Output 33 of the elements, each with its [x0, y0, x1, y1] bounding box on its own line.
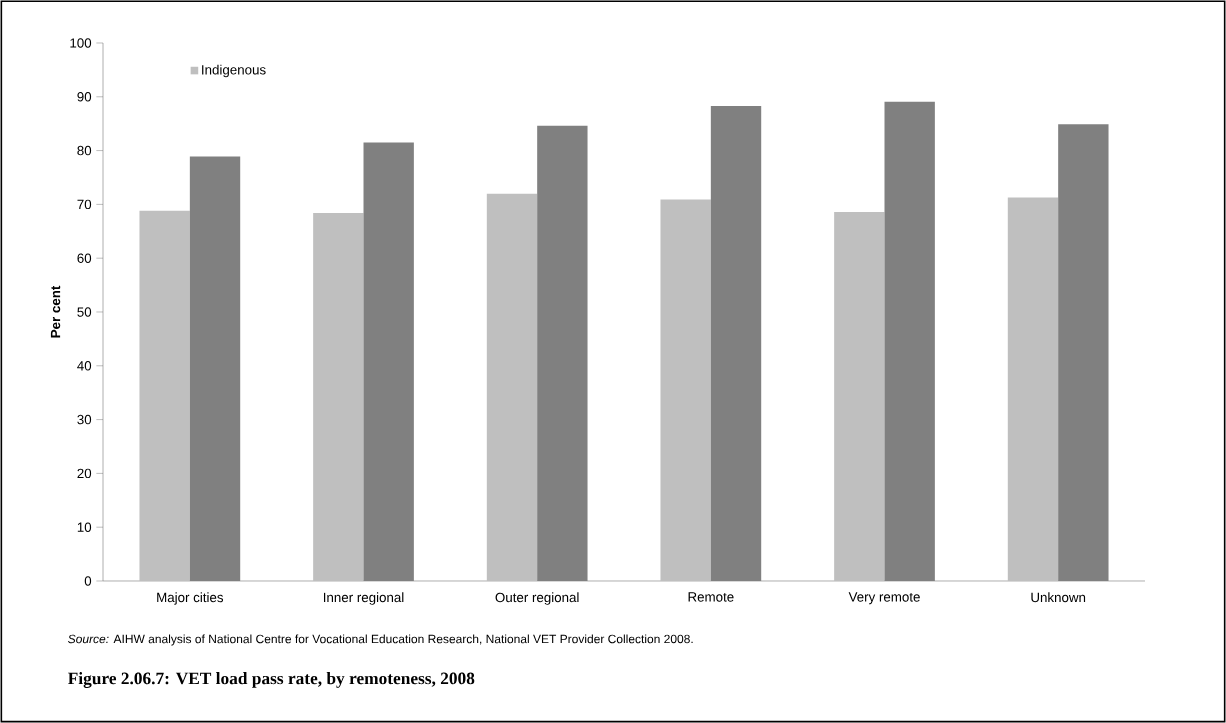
bar: [139, 210, 190, 581]
x-tick-label: Unknown: [1031, 592, 1086, 603]
y-tick-label: 30: [77, 414, 92, 425]
text: Source: AIHW analysis of National Centre for Vocational Education Research, National VET Provider Collection 2008.: [68, 634, 693, 646]
bar: [486, 193, 538, 581]
x-tick-label: Very remote: [848, 592, 920, 605]
bar: [189, 156, 241, 581]
x-tick-label: Major cities: [157, 592, 224, 605]
bar: [884, 101, 935, 581]
y-tick-label: 10: [77, 522, 92, 532]
x-tick-label: Inner regional: [323, 592, 404, 605]
bar: [1058, 124, 1109, 581]
y-tick-label: 20: [77, 468, 92, 479]
legend-label: Indigenous: [202, 64, 266, 78]
y-tick-label: 80: [77, 145, 92, 156]
bar: [313, 213, 364, 581]
y-tick-label: 40: [77, 361, 92, 371]
bar: [834, 211, 885, 581]
bar: [537, 125, 588, 581]
y-tick-label: 70: [77, 199, 92, 210]
bar: [363, 142, 414, 581]
x-tick-label: Outer regional: [495, 592, 579, 605]
bar: [710, 105, 762, 581]
bar: [1007, 197, 1059, 581]
y-axis-title: Per cent: [50, 285, 61, 338]
text: Figure 2.06.7: VET load pass rate, by remoteness, 2008: [68, 672, 475, 688]
y-tick-label: 90: [77, 92, 92, 102]
y-tick-label: 60: [77, 253, 92, 263]
y-tick-label: 50: [77, 307, 92, 317]
bar: [660, 199, 711, 581]
y-tick-label: 0: [84, 576, 92, 586]
y-tick-label: 100: [70, 38, 92, 48]
x-tick-label: Remote: [688, 592, 734, 602]
